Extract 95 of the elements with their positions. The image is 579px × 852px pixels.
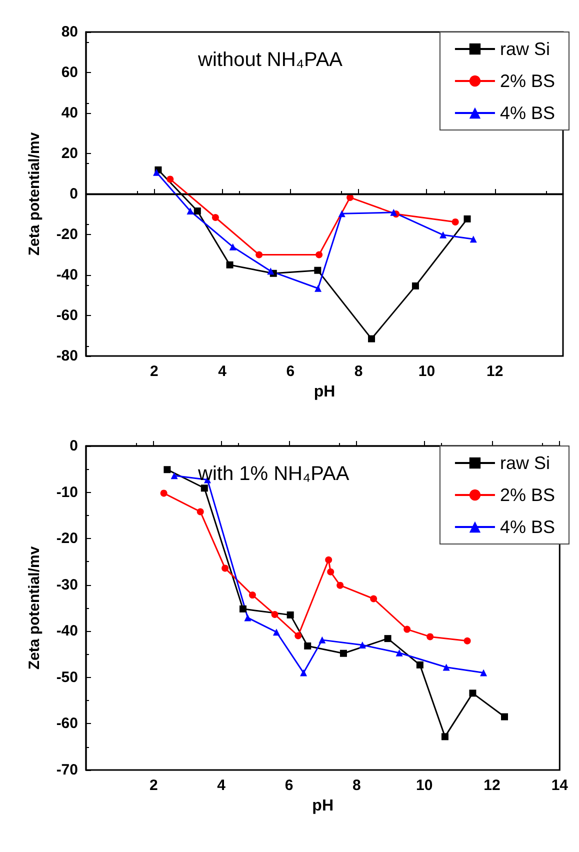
point	[194, 208, 201, 215]
legend-label: 4% BS	[500, 103, 556, 123]
x-tick-label: 8	[354, 363, 363, 380]
x-tick-label: 6	[286, 363, 295, 380]
point	[164, 466, 171, 474]
y-tick-label: -70	[56, 762, 78, 778]
point	[300, 669, 308, 676]
x-tick-label: 6	[284, 777, 294, 794]
point	[338, 210, 346, 218]
point	[404, 626, 411, 633]
point	[318, 636, 326, 644]
point	[452, 218, 459, 226]
point	[314, 284, 322, 292]
y-tick-label: -60	[56, 715, 78, 732]
x-tick-label: 10	[418, 363, 436, 380]
point	[440, 231, 447, 238]
point	[294, 632, 302, 640]
point	[442, 664, 450, 671]
y-tick-label: 20	[61, 145, 78, 162]
y-tick-label: -30	[56, 576, 78, 594]
x-tick-label: 2	[150, 363, 158, 380]
point	[426, 633, 434, 640]
x-tick-label: 10	[416, 777, 433, 794]
point	[226, 261, 234, 268]
point	[470, 236, 477, 243]
legend-label: 4% BS	[500, 517, 556, 537]
x-axis-title: pH	[314, 383, 336, 400]
x-tick-label: 14	[551, 777, 569, 794]
point	[196, 508, 204, 516]
legend-label: 2% BS	[500, 71, 556, 91]
point	[160, 490, 168, 497]
point	[229, 243, 236, 250]
point	[416, 661, 424, 668]
point	[501, 713, 508, 720]
point	[248, 592, 256, 599]
point	[314, 266, 322, 274]
y-tick-label: 40	[61, 104, 78, 122]
x-tick-label: 8	[352, 777, 361, 794]
point	[256, 251, 263, 258]
y-axis-title: Zeta potential/mv	[26, 132, 43, 256]
x-tick-label: 4	[217, 777, 226, 794]
y-tick-label: 0	[70, 186, 78, 202]
annotation: with 1% NH₄PAA	[197, 463, 350, 485]
annotation: without NH₄PAA	[197, 49, 344, 71]
y-axis-title: Zeta potential/mv	[26, 546, 43, 670]
point	[336, 582, 344, 589]
point	[304, 642, 312, 650]
point	[464, 215, 471, 222]
point	[200, 484, 208, 492]
point	[396, 649, 403, 656]
point	[368, 335, 376, 342]
y-tick-label: -60	[56, 307, 78, 324]
point	[222, 564, 229, 572]
point	[358, 642, 366, 649]
y-tick-label: 80	[61, 24, 78, 40]
x-tick-label: 2	[149, 777, 158, 794]
legend-label: raw Si	[500, 39, 550, 59]
point	[370, 595, 378, 602]
point	[412, 282, 419, 290]
x-axis-title: pH	[312, 797, 334, 814]
point	[327, 568, 334, 576]
x-tick-label: 12	[484, 777, 500, 794]
point	[166, 176, 174, 183]
y-tick-label: 60	[61, 64, 78, 81]
point	[244, 614, 252, 622]
y-tick-label: -40	[56, 622, 78, 640]
point	[384, 635, 392, 642]
point	[239, 605, 246, 612]
point	[267, 268, 274, 275]
point	[212, 214, 219, 221]
y-tick-label: -80	[56, 348, 78, 364]
point	[272, 628, 280, 636]
point	[286, 611, 294, 618]
point	[441, 733, 448, 740]
point	[186, 208, 194, 215]
point	[271, 610, 278, 618]
point	[390, 208, 398, 216]
point	[469, 690, 476, 697]
legend-label: 2% BS	[500, 485, 556, 505]
point	[170, 472, 178, 480]
point	[325, 556, 332, 564]
y-tick-label: -10	[56, 484, 78, 501]
y-tick-label: 0	[70, 438, 78, 454]
x-tick-label: 12	[486, 363, 504, 380]
point	[480, 669, 488, 676]
y-tick-label: -50	[56, 668, 78, 686]
point	[340, 650, 347, 657]
y-tick-label: -20	[56, 226, 78, 243]
legend-label: raw Si	[500, 453, 550, 473]
point	[464, 637, 471, 644]
y-tick-label: -40	[56, 266, 78, 284]
point	[316, 251, 323, 258]
y-tick-label: -20	[56, 530, 78, 548]
x-tick-label: 4	[218, 363, 228, 380]
point	[153, 168, 160, 176]
